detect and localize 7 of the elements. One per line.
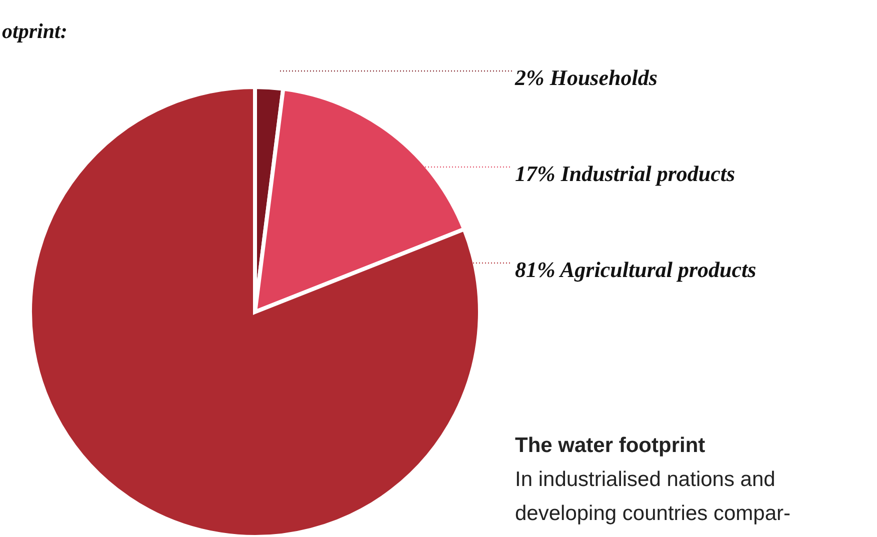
slice-label: 17% Industrial products	[515, 161, 736, 186]
text: In industrialised nations and	[515, 468, 776, 491]
slice-label: 81% Agricultural products	[515, 257, 756, 282]
text: The water footprint	[515, 434, 706, 457]
text: developing countries compar-	[515, 502, 790, 525]
slice-label: 2% Households	[514, 65, 658, 90]
chart-title: otprint:	[2, 19, 68, 43]
